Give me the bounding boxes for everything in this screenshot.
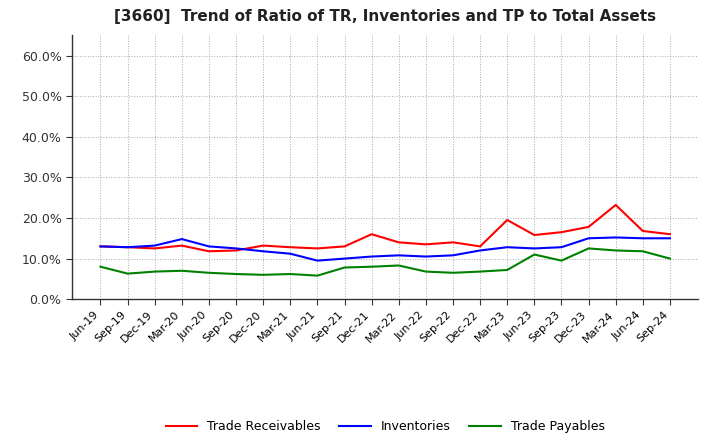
Inventories <box>178 236 186 242</box>
Trade Receivables <box>286 245 294 250</box>
Trade Payables <box>530 252 539 257</box>
Inventories <box>665 236 674 241</box>
Trade Payables <box>341 265 349 270</box>
Trade Receivables <box>259 243 268 248</box>
Line: Inventories: Inventories <box>101 238 670 260</box>
Trade Payables <box>395 263 403 268</box>
Trade Receivables <box>530 232 539 238</box>
Inventories <box>530 246 539 251</box>
Trade Receivables <box>178 243 186 248</box>
Trade Receivables <box>395 240 403 245</box>
Trade Payables <box>123 271 132 276</box>
Trade Receivables <box>232 248 240 253</box>
Inventories <box>313 258 322 263</box>
Trade Receivables <box>367 231 376 237</box>
Trade Payables <box>665 256 674 261</box>
Inventories <box>96 244 105 249</box>
Trade Receivables <box>476 244 485 249</box>
Inventories <box>611 235 620 240</box>
Legend: Trade Receivables, Inventories, Trade Payables: Trade Receivables, Inventories, Trade Pa… <box>161 415 610 438</box>
Inventories <box>204 244 213 249</box>
Inventories <box>584 236 593 241</box>
Trade Payables <box>421 269 430 274</box>
Trade Receivables <box>665 231 674 237</box>
Trade Payables <box>232 271 240 277</box>
Trade Receivables <box>611 202 620 208</box>
Trade Payables <box>286 271 294 277</box>
Inventories <box>639 236 647 241</box>
Inventories <box>232 246 240 251</box>
Trade Payables <box>449 270 457 275</box>
Inventories <box>557 245 566 250</box>
Trade Payables <box>178 268 186 273</box>
Trade Payables <box>313 273 322 278</box>
Inventories <box>449 253 457 258</box>
Trade Receivables <box>584 224 593 230</box>
Trade Receivables <box>123 245 132 250</box>
Trade Receivables <box>557 230 566 235</box>
Trade Receivables <box>503 217 511 223</box>
Trade Receivables <box>421 242 430 247</box>
Trade Receivables <box>150 246 159 251</box>
Trade Payables <box>557 258 566 263</box>
Trade Receivables <box>204 249 213 254</box>
Trade Payables <box>259 272 268 278</box>
Inventories <box>341 256 349 261</box>
Line: Trade Receivables: Trade Receivables <box>101 205 670 251</box>
Trade Payables <box>611 248 620 253</box>
Inventories <box>421 254 430 259</box>
Title: [3660]  Trend of Ratio of TR, Inventories and TP to Total Assets: [3660] Trend of Ratio of TR, Inventories… <box>114 9 656 24</box>
Inventories <box>123 245 132 250</box>
Trade Receivables <box>639 228 647 234</box>
Inventories <box>395 253 403 258</box>
Trade Payables <box>503 268 511 273</box>
Trade Payables <box>639 249 647 254</box>
Trade Payables <box>584 246 593 251</box>
Inventories <box>259 249 268 254</box>
Trade Receivables <box>313 246 322 251</box>
Inventories <box>286 251 294 257</box>
Line: Trade Payables: Trade Payables <box>101 249 670 275</box>
Inventories <box>503 245 511 250</box>
Trade Payables <box>204 270 213 275</box>
Trade Receivables <box>341 244 349 249</box>
Trade Payables <box>96 264 105 269</box>
Inventories <box>150 243 159 248</box>
Trade Payables <box>150 269 159 274</box>
Trade Payables <box>367 264 376 269</box>
Trade Receivables <box>96 244 105 249</box>
Trade Receivables <box>449 240 457 245</box>
Trade Payables <box>476 269 485 274</box>
Inventories <box>476 248 485 253</box>
Inventories <box>367 254 376 259</box>
